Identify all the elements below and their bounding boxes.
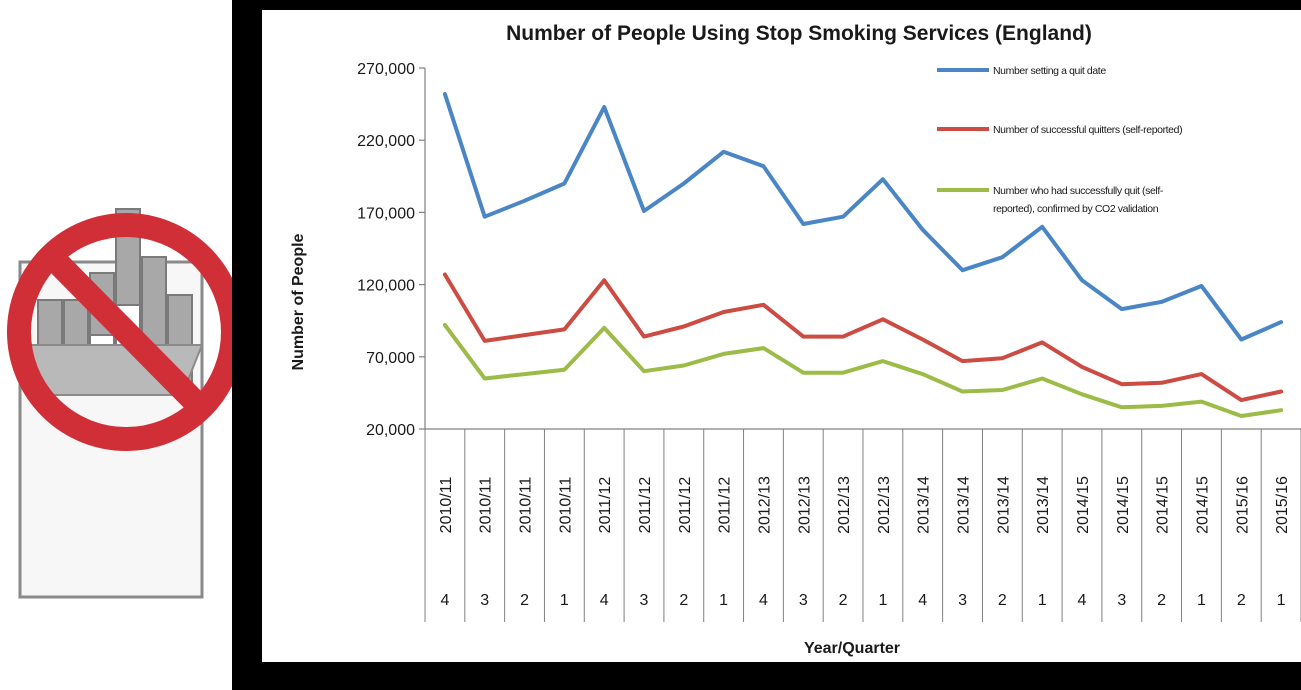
x-tick-year-label: 2011/12 xyxy=(717,477,734,534)
x-tick-year-label: 2015/16 xyxy=(1274,476,1291,534)
x-tick-quarter-label: 1 xyxy=(878,592,887,609)
x-tick-quarter-label: 2 xyxy=(998,592,1007,609)
x-tick-quarter-label: 2 xyxy=(520,592,529,609)
y-axis: 20,000 70,000 120,000 170,000 220,000 270,000 xyxy=(357,61,426,439)
x-tick-year-label: 2013/14 xyxy=(995,476,1012,534)
chart-title: Number of People Using Stop Smoking Serv… xyxy=(506,22,1092,45)
no-smoking-pack-icon xyxy=(7,208,232,599)
series-line-3 xyxy=(442,323,1284,418)
chart-panel: Number of People Using Stop Smoking Serv… xyxy=(262,10,1301,662)
x-tick-quarter-label: 4 xyxy=(1078,592,1087,609)
x-tick-quarter-label: 4 xyxy=(759,592,768,609)
y-tick-label: 120,000 xyxy=(357,278,415,295)
x-tick-year-label: 2014/15 xyxy=(1115,476,1132,534)
legend-label: Number setting a quit date xyxy=(993,65,1106,77)
x-tick-quarter-label: 3 xyxy=(958,592,967,609)
x-tick-year-label: 2014/15 xyxy=(1194,476,1211,534)
x-tick-year-label: 2012/13 xyxy=(876,476,893,534)
x-tick-quarter-label: 2 xyxy=(1157,592,1166,609)
y-tick-label: 220,000 xyxy=(357,133,415,150)
x-tick-year-label: 2013/14 xyxy=(956,476,973,534)
legend-label: Number of successful quitters (self-repo… xyxy=(993,124,1182,136)
y-axis-title: Number of People xyxy=(290,233,307,370)
legend-label: Number who had successfully quit (self- xyxy=(993,185,1164,197)
x-tick-quarter-label: 2 xyxy=(1237,592,1246,609)
x-tick-year-label: 2010/11 xyxy=(478,477,495,534)
x-tick-quarter-label: 4 xyxy=(600,592,609,609)
x-tick-year-label: 2015/16 xyxy=(1234,476,1251,534)
x-tick-year-label: 2010/11 xyxy=(438,477,455,534)
x-axis-category-table: 2010/11 4 2010/11 3 2010/11 2 2010/11 1 2011/12 4… xyxy=(424,428,1301,622)
series-lines xyxy=(442,92,1284,418)
legend-label: reported), confirmed by CO2 validation xyxy=(993,203,1159,215)
x-tick-quarter-label: 3 xyxy=(640,592,649,609)
series-line-1 xyxy=(442,92,1284,342)
x-tick-year-label: 2013/14 xyxy=(916,476,933,534)
y-tick-label: 270,000 xyxy=(357,61,415,78)
x-tick-quarter-label: 2 xyxy=(679,592,688,609)
x-tick-year-label: 2012/13 xyxy=(756,476,773,534)
x-tick-year-label: 2011/12 xyxy=(677,477,694,534)
x-tick-quarter-label: 4 xyxy=(918,592,927,609)
y-tick-label: 170,000 xyxy=(357,205,415,222)
legend: Number setting a quit date Number of succ… xyxy=(937,65,1183,215)
x-tick-year-label: 2012/13 xyxy=(836,476,853,534)
y-tick-label: 70,000 xyxy=(366,350,415,367)
x-tick-quarter-label: 1 xyxy=(1197,592,1206,609)
series-line-2 xyxy=(442,272,1284,403)
x-tick-quarter-label: 1 xyxy=(560,592,569,609)
x-axis-title: Year/Quarter xyxy=(804,640,900,657)
x-tick-quarter-label: 3 xyxy=(480,592,489,609)
x-tick-year-label: 2013/14 xyxy=(1035,476,1052,534)
x-tick-quarter-label: 1 xyxy=(1038,592,1047,609)
black-divider xyxy=(232,0,262,690)
x-tick-year-label: 2010/11 xyxy=(518,477,535,534)
x-tick-year-label: 2010/11 xyxy=(557,477,574,534)
x-tick-year-label: 2014/15 xyxy=(1155,476,1172,534)
x-tick-quarter-label: 1 xyxy=(719,592,728,609)
x-tick-year-label: 2014/15 xyxy=(1075,476,1092,534)
line-chart: Number of People Using Stop Smoking Serv… xyxy=(290,22,1301,657)
x-tick-quarter-label: 3 xyxy=(1117,592,1126,609)
x-tick-year-label: 2011/12 xyxy=(597,477,614,534)
x-tick-year-label: 2012/13 xyxy=(796,476,813,534)
x-tick-quarter-label: 4 xyxy=(440,592,449,609)
x-tick-quarter-label: 2 xyxy=(839,592,848,609)
x-tick-quarter-label: 3 xyxy=(799,592,808,609)
x-tick-year-label: 2011/12 xyxy=(637,477,654,534)
x-tick-quarter-label: 1 xyxy=(1277,592,1286,609)
y-tick-label: 20,000 xyxy=(366,422,415,439)
